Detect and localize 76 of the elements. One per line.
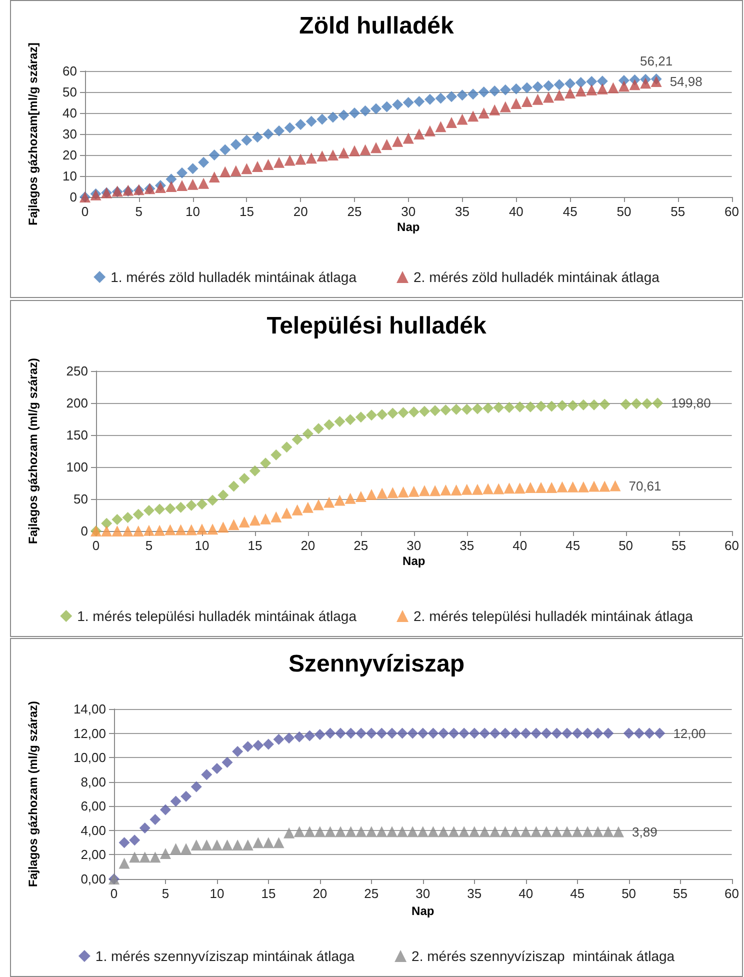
x-tick-label: 20: [300, 538, 316, 553]
x-tick-label: 60: [724, 538, 740, 553]
x-tick-label: 50: [618, 538, 634, 553]
x-tick-label: 15: [261, 886, 276, 901]
x-axis-title: Nap: [402, 554, 426, 568]
y-tick-label: 200: [66, 396, 88, 410]
x-tick-label: 45: [566, 538, 580, 553]
x-tick-label: 45: [562, 204, 578, 219]
x-tick-label: 25: [364, 886, 379, 901]
y-tick-label: 2,00: [80, 847, 106, 862]
x-tick-label: 20: [312, 886, 328, 901]
x-tick-label: 50: [622, 886, 636, 901]
x-tick-label: 55: [670, 204, 686, 219]
x-tick-label: 15: [248, 538, 262, 553]
y-tick-label: 4,00: [80, 822, 106, 838]
x-axis-title: Nap: [412, 904, 434, 918]
y-tick-label: 8,00: [80, 774, 106, 790]
x-tick-label: 35: [455, 204, 470, 219]
y-tick-label: 0: [80, 524, 88, 538]
data-label: 54,98: [670, 74, 702, 90]
x-tick-label: 5: [145, 538, 153, 553]
y-tick-label: 12,00: [73, 726, 106, 741]
legend-label: 1. mérés települési hulladék mintáinak átlaga: [77, 608, 357, 624]
x-tick-label: 10: [194, 538, 210, 553]
y-tick-label: 20: [62, 148, 77, 162]
y-tick-label: 10: [62, 168, 77, 184]
legend-label: 2. mérés szennyvíziszap mintáinak átlaga: [412, 948, 675, 964]
x-tick-label: 55: [673, 886, 688, 901]
y-tick-label: 50: [74, 492, 88, 506]
y-tick-label: 250: [66, 364, 88, 378]
x-tick-label: 40: [512, 538, 528, 553]
legend-label: 2. mérés települési hulladék mintáinak átlaga: [414, 608, 694, 624]
y-tick-label: 0: [70, 190, 77, 204]
x-tick-label: 50: [616, 204, 632, 219]
x-tick-label: 40: [508, 204, 524, 219]
x-tick-label: 25: [347, 204, 362, 219]
x-tick-label: 30: [401, 204, 416, 219]
x-axis-title: Nap: [397, 220, 420, 234]
x-tick-label: 5: [162, 886, 170, 901]
x-tick-label: 60: [724, 204, 740, 219]
x-tick-label: 60: [724, 886, 740, 901]
y-axis-title: Fajlagos gázhozam (ml/g száraz): [26, 700, 40, 888]
data-label: 56,21: [640, 53, 673, 68]
legend-label: 1. mérés szennyvíziszap mintáinak átlaga: [95, 948, 355, 964]
x-tick-label: 55: [672, 538, 686, 553]
x-tick-label: 35: [460, 538, 474, 553]
y-tick-label: 40: [62, 106, 77, 120]
y-tick-label: 0,00: [80, 872, 106, 886]
data-label: 70,61: [628, 478, 662, 494]
y-tick-label: 10,00: [73, 750, 106, 766]
y-tick-label: 30: [62, 126, 77, 142]
chart-title: Települési hulladék: [266, 312, 487, 340]
y-tick-label: 6,00: [80, 798, 106, 814]
x-tick-label: 10: [186, 204, 200, 219]
chart-title: Zöld hulladék: [299, 12, 454, 40]
legend-label: 2. mérés zöld hulladék mintáinak átlaga: [414, 269, 660, 285]
legend-label: 1. mérés zöld hulladék mintáinak átlaga: [110, 269, 357, 285]
x-tick-label: 25: [354, 538, 368, 553]
y-axis-title: Fajlagos gázhozam[ml/g száraz]: [26, 42, 40, 226]
x-tick-label: 35: [467, 886, 482, 901]
y-axis-title: Fajlagos gázhozam (ml/g száraz): [26, 358, 40, 544]
x-tick-label: 0: [110, 886, 118, 901]
y-tick-label: 100: [66, 460, 88, 474]
y-tick-label: 50: [62, 84, 77, 100]
x-tick-label: 5: [135, 204, 143, 219]
x-tick-label: 45: [570, 886, 585, 901]
y-tick-label: 60: [62, 64, 77, 78]
chart-title: Szennyvíziszap: [288, 650, 465, 678]
x-tick-label: 30: [406, 538, 422, 553]
x-tick-label: 20: [293, 204, 308, 219]
x-tick-label: 40: [518, 886, 534, 901]
y-tick-label: 150: [66, 428, 88, 442]
x-tick-label: 15: [239, 204, 254, 219]
x-tick-label: 10: [210, 886, 224, 901]
y-tick-label: 14,00: [73, 702, 106, 716]
x-tick-label: 30: [416, 886, 430, 901]
